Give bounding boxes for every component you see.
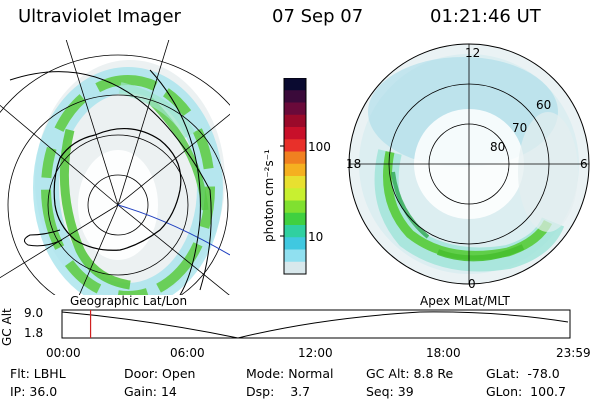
colorbar-stripe xyxy=(284,90,306,103)
glat-label: GLat: xyxy=(486,366,520,381)
mlat-label-80: 80 xyxy=(490,140,506,154)
gain-label: Gain: xyxy=(124,384,157,399)
apex-panel-label: Apex MLat/MLT xyxy=(420,294,510,308)
status-ip: IP: 36.0 xyxy=(10,384,57,399)
filter-label: Flt: xyxy=(10,366,30,381)
gc-alt-label: GC Alt: xyxy=(366,366,410,381)
glat-value: -78.0 xyxy=(527,366,560,381)
colorbar xyxy=(280,78,307,275)
mode-label: Mode: xyxy=(246,366,285,381)
colorbar-stripe xyxy=(284,188,306,201)
gain-value: 14 xyxy=(160,384,177,399)
ip-label: IP: xyxy=(10,384,26,399)
glon-value: 100.7 xyxy=(530,384,566,399)
status-filter: Flt: LBHL xyxy=(10,366,66,381)
colorbar-tick-10: 10 xyxy=(308,230,324,244)
colorbar-stripe xyxy=(284,114,306,128)
apex-polar-image xyxy=(348,43,590,285)
ip-value: 36.0 xyxy=(29,384,58,399)
mlt-label-18: 18 xyxy=(346,157,362,171)
status-seq: Seq: 39 xyxy=(366,384,414,399)
dsp-value: 3.7 xyxy=(290,384,311,399)
colorbar-stripe xyxy=(284,102,306,116)
colorbar-stripe xyxy=(284,237,306,250)
status-gain: Gain: 14 xyxy=(124,384,177,399)
geo-panel-label: Geographic Lat/Lon xyxy=(70,294,188,308)
timeline-x-tick-1200: 12:00 xyxy=(298,346,333,360)
colorbar-stripe xyxy=(284,78,306,91)
colorbar-stripe xyxy=(284,139,306,152)
colorbar-stripe xyxy=(284,163,306,177)
timeline-y-axis-label: GC Alt xyxy=(0,308,14,346)
seq-label: Seq: xyxy=(366,384,394,399)
colorbar-stripe xyxy=(284,176,306,189)
mlt-label-6: 6 xyxy=(580,157,588,171)
mlt-label-12: 12 xyxy=(465,46,481,60)
colorbar-stripe xyxy=(284,200,306,214)
timeline-y-tick-min: 1.8 xyxy=(24,326,44,340)
timeline-x-tick-0000: 00:00 xyxy=(46,346,81,360)
status-door: Door: Open xyxy=(124,366,195,381)
colorbar-stripe xyxy=(284,225,306,238)
mlt-label-0: 0 xyxy=(468,277,476,291)
status-dsp: Dsp: 3.7 xyxy=(246,384,310,399)
glon-label: GLon: xyxy=(486,384,523,399)
door-value: Open xyxy=(162,366,196,381)
colorbar-unit-label: photon cm⁻²s⁻¹ xyxy=(262,149,276,242)
colorbar-stripe xyxy=(284,127,306,140)
date-label: 07 Sep 07 xyxy=(272,6,364,27)
dsp-label: Dsp: xyxy=(246,384,275,399)
time-label: 01:21:46 UT xyxy=(430,6,541,27)
colorbar-stripe xyxy=(284,249,306,263)
mlat-label-70: 70 xyxy=(512,121,528,135)
timeline-x-tick-1800: 18:00 xyxy=(426,346,461,360)
status-gc-alt: GC Alt: 8.8 Re xyxy=(366,366,453,381)
geographic-polar-image xyxy=(0,40,230,295)
seq-value: 39 xyxy=(397,384,414,399)
instrument-title: Ultraviolet Imager xyxy=(18,6,181,27)
timeline-y-tick-max: 9.0 xyxy=(24,306,44,320)
door-label: Door: xyxy=(124,366,159,381)
timeline-x-tick-2359: 23:59 xyxy=(556,346,591,360)
mode-value: Normal xyxy=(288,366,334,381)
colorbar-stripe xyxy=(284,261,306,275)
status-mode: Mode: Normal xyxy=(246,366,334,381)
status-glat: GLat: -78.0 xyxy=(486,366,560,381)
status-glon: GLon: 100.7 xyxy=(486,384,566,399)
altitude-timeline[interactable] xyxy=(60,308,572,340)
filter-value: LBHL xyxy=(33,366,66,381)
timeline-x-tick-0600: 06:00 xyxy=(170,346,205,360)
colorbar-stripe xyxy=(284,212,306,226)
colorbar-stripe xyxy=(284,151,306,165)
mlat-label-60: 60 xyxy=(536,98,552,112)
colorbar-tick-100: 100 xyxy=(308,140,331,154)
gc-alt-value: 8.8 Re xyxy=(413,366,454,381)
